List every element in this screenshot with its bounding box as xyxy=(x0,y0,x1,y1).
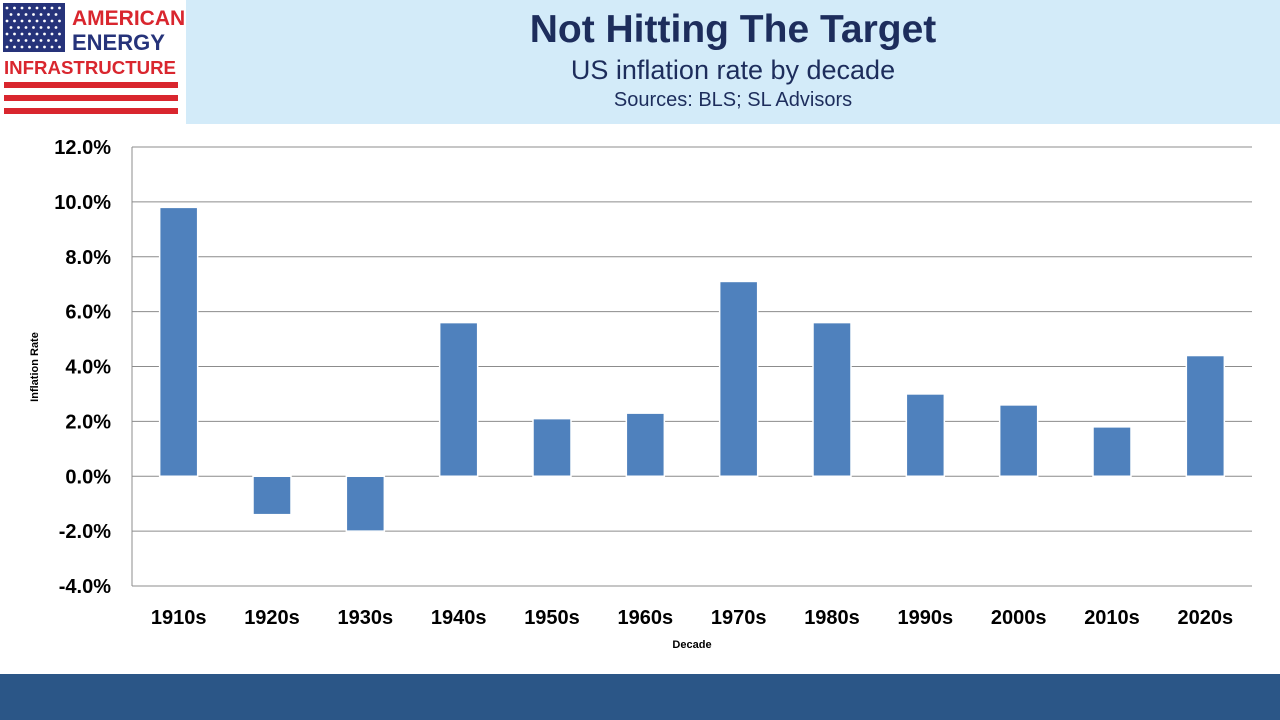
y-tick-label: 6.0% xyxy=(65,302,111,324)
y-tick-label: 12.0% xyxy=(54,137,111,159)
x-axis-label: Decade xyxy=(672,639,711,651)
chart-header: Not Hitting The Target US inflation rate… xyxy=(186,0,1280,124)
x-tick-label: 1970s xyxy=(711,607,767,629)
x-tick-label: 1930s xyxy=(338,607,394,629)
y-tick-label: -4.0% xyxy=(59,576,111,598)
y-tick-label: 8.0% xyxy=(65,247,111,269)
x-tick-label: 1990s xyxy=(898,607,954,629)
inflation-bar-chart: -4.0% -2.0% 0.0% 2.0% 4.0% 6.0% 8.0% 10.0% 12.0%… xyxy=(29,137,1252,651)
y-tick-label: -2.0% xyxy=(59,521,111,543)
bar-1950s xyxy=(532,417,572,478)
footer-bar xyxy=(0,674,1280,720)
x-tick-label: 2020s xyxy=(1178,607,1234,629)
bar-2020s xyxy=(1185,354,1226,477)
x-tick-label: 1910s xyxy=(151,607,207,629)
bar-1960s xyxy=(625,412,666,477)
bar-1980s xyxy=(812,321,852,477)
x-tick-label: 1950s xyxy=(524,607,580,629)
logo-stars xyxy=(5,6,61,49)
y-tick-label: 2.0% xyxy=(65,411,111,433)
gridlines xyxy=(131,146,1252,587)
bar-1920s xyxy=(252,475,292,516)
x-tick-label: 1960s xyxy=(618,607,674,629)
company-logo: AMERICAN ENERGY INFRASTRUCTURE xyxy=(0,0,186,124)
logo-line-american: AMERICAN xyxy=(72,7,185,30)
x-tick-label: 2000s xyxy=(991,607,1047,629)
bars xyxy=(158,206,1226,532)
bar-2010s xyxy=(1092,426,1132,477)
bar-1990s xyxy=(905,393,946,477)
y-axis-label: Inflation Rate xyxy=(29,332,41,402)
logo-line-energy: ENERGY xyxy=(72,30,165,55)
y-tick-labels: -4.0% -2.0% 0.0% 2.0% 4.0% 6.0% 8.0% 10.0% 12.0% xyxy=(54,137,111,598)
x-tick-label: 1940s xyxy=(431,607,487,629)
chart-title: Not Hitting The Target xyxy=(529,8,937,51)
logo-line-infrastructure: INFRASTRUCTURE xyxy=(4,58,176,78)
y-tick-label: 0.0% xyxy=(65,466,111,488)
logo-graphic: AMERICAN ENERGY INFRASTRUCTURE xyxy=(3,3,185,114)
x-tick-label: 1920s xyxy=(244,607,300,629)
bar-1940s xyxy=(438,321,479,477)
chart-source: Sources: BLS; SL Advisors xyxy=(613,89,853,111)
bar-1970s xyxy=(718,280,759,477)
bar-1910s xyxy=(158,206,199,478)
x-tick-labels: 1910s 1920s 1930s 1940s 1950s 1960s 1970s 1980s… xyxy=(151,607,1233,629)
bar-1930s xyxy=(345,475,386,532)
x-tick-label: 2010s xyxy=(1084,607,1140,629)
logo-stripe xyxy=(4,95,178,101)
logo-stripe xyxy=(4,108,178,114)
bar-2000s xyxy=(998,404,1039,478)
chart-subtitle: US inflation rate by decade xyxy=(570,55,896,85)
y-tick-label: 10.0% xyxy=(54,192,111,214)
y-tick-label: 4.0% xyxy=(65,357,111,379)
logo-stripe xyxy=(4,82,178,88)
x-tick-label: 1980s xyxy=(804,607,860,629)
